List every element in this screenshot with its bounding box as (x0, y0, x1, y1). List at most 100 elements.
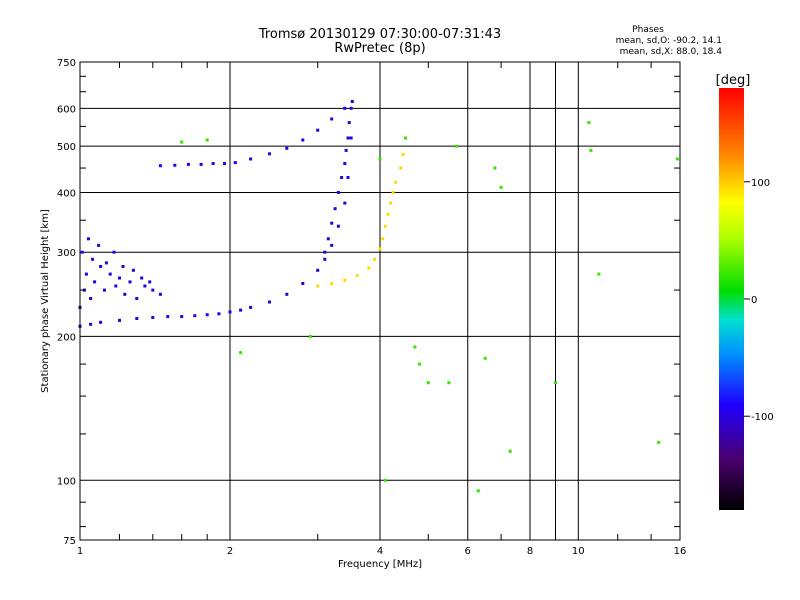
data-point (285, 292, 289, 296)
y-tick-label: 100 (57, 476, 76, 487)
phases-heading: Phases (632, 25, 664, 35)
y-tick-label: 500 (57, 142, 76, 153)
data-point (346, 176, 350, 179)
plot-frame (79, 61, 681, 541)
chart-subtitle: RwPretec (8p) (334, 41, 425, 56)
y-tick-label: 600 (57, 104, 76, 115)
axes (79, 61, 681, 541)
data-point (316, 268, 320, 272)
data-point (173, 163, 177, 167)
data-point (383, 478, 387, 482)
data-point (675, 157, 679, 161)
data-point (493, 166, 497, 170)
colorbar-tick-label: -100 (751, 412, 774, 423)
y-tick-label: 200 (57, 332, 76, 343)
data-point (330, 243, 334, 247)
data-point (391, 191, 395, 194)
data-point (413, 345, 417, 349)
data-point (447, 381, 451, 385)
data-point (336, 224, 340, 228)
data-point (499, 185, 503, 189)
data-point (418, 362, 421, 366)
data-point (597, 272, 601, 276)
data-point (268, 300, 271, 304)
data-point (483, 356, 487, 360)
colorbar-ticks: 100 0 -100 (744, 178, 774, 423)
data-point (394, 180, 398, 184)
y-tick-label: 750 (57, 58, 76, 69)
data-point (148, 280, 152, 284)
data-point (89, 322, 93, 326)
data-point (389, 201, 393, 205)
x-tick-label: 2 (227, 546, 233, 557)
data-point (340, 176, 344, 179)
data-point (301, 138, 305, 142)
data-point (87, 237, 90, 241)
data-point (323, 257, 327, 261)
data-point (426, 381, 430, 385)
data-point (217, 312, 221, 316)
data-point (508, 449, 512, 453)
x-tick-label: 16 (674, 546, 687, 557)
data-point (343, 106, 347, 110)
data-point (205, 138, 209, 142)
data-point (135, 297, 139, 300)
data-point (249, 305, 253, 309)
colorbar-label: [deg] (716, 73, 751, 88)
data-point (121, 265, 125, 268)
data-point (99, 320, 103, 324)
data-point (330, 221, 334, 225)
phases-line-o: mean, sd,O: -90.2, 14.1 (616, 36, 722, 46)
data-point (350, 100, 354, 103)
data-point (118, 276, 121, 280)
data-point (158, 164, 162, 168)
data-point (123, 292, 127, 296)
x-tick-labels: 1 2 4 6 8 10 16 (77, 546, 687, 557)
data-point (223, 162, 226, 165)
data-point (455, 144, 459, 148)
data-point (80, 250, 84, 254)
data-point (166, 315, 170, 319)
y-tick-label: 75 (63, 536, 76, 547)
data-point (93, 280, 97, 284)
data-point (285, 146, 289, 150)
data-point (228, 310, 232, 314)
data-point (399, 166, 403, 170)
data-point (344, 148, 348, 152)
data-point (343, 201, 347, 205)
data-point (84, 272, 88, 276)
colorbar-tick-label: 100 (751, 178, 770, 189)
data-point (239, 308, 243, 312)
data-point (589, 148, 593, 152)
data-point (347, 121, 351, 125)
data-point (373, 257, 376, 261)
data-point (323, 250, 327, 254)
data-point (308, 334, 312, 338)
data-point (381, 237, 385, 241)
data-point (386, 212, 390, 216)
data-point (103, 288, 106, 292)
x-tick-label: 10 (572, 546, 585, 557)
data-point (131, 268, 135, 272)
data-point (476, 489, 480, 493)
data-point (112, 250, 116, 254)
data-point (657, 440, 661, 444)
colorbar-tick-label: 0 (751, 295, 757, 306)
data-points (78, 100, 679, 493)
data-point (330, 117, 334, 121)
data-point (404, 136, 407, 140)
data-point (151, 316, 155, 319)
data-point (114, 284, 118, 288)
data-point (128, 280, 132, 284)
data-point (383, 224, 387, 228)
data-point (186, 162, 190, 166)
data-point (180, 315, 184, 319)
data-point (268, 152, 271, 156)
data-point (151, 288, 155, 292)
data-point (118, 318, 121, 322)
y-axis-label: Stationary phase Virtual Height [km] (40, 209, 51, 393)
data-point (316, 128, 320, 132)
data-point (349, 106, 353, 110)
data-point (330, 282, 334, 285)
data-point (140, 276, 144, 280)
